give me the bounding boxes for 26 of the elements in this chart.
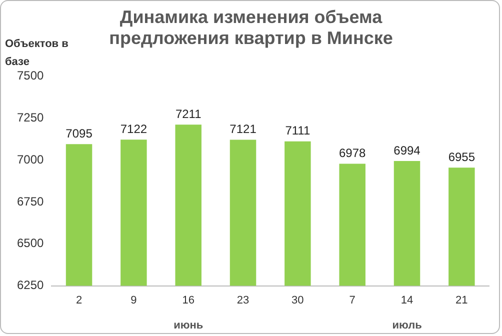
text: июль [392, 320, 422, 332]
x-tick-label: 21 [456, 294, 468, 306]
data-label: 7122 [120, 122, 148, 136]
x-tick-label: 2 [76, 294, 82, 306]
x-tick-label: 7 [349, 294, 356, 306]
x-tick-label: 16 [182, 294, 194, 306]
data-label: 6994 [394, 143, 421, 158]
y-axis-title: Объектов в базе [5, 38, 68, 68]
x-tick-label: 23 [236, 294, 250, 306]
y-tick-label: 6250 [16, 278, 44, 292]
data-label: 6978 [338, 146, 366, 160]
y-tick-label: 7500 [16, 68, 44, 83]
y-tick-label: 7250 [16, 110, 44, 124]
y-tick-label: 6750 [16, 194, 44, 208]
x-tick-label: 30 [292, 294, 304, 306]
y-tick-label: 6500 [16, 236, 44, 250]
data-label: 7121 [230, 122, 257, 136]
data-label: 7095 [66, 126, 93, 140]
y-tick-label: 7000 [16, 152, 44, 166]
chart-title: Динамика изменения объема предложения квартир в Минске [108, 7, 394, 49]
x-tick-label: 9 [130, 294, 137, 306]
text: июнь [174, 320, 204, 332]
data-label: 7211 [175, 106, 202, 121]
data-label: 7111 [285, 124, 310, 138]
data-label: 6955 [448, 150, 476, 164]
x-tick-label: 14 [400, 294, 414, 306]
